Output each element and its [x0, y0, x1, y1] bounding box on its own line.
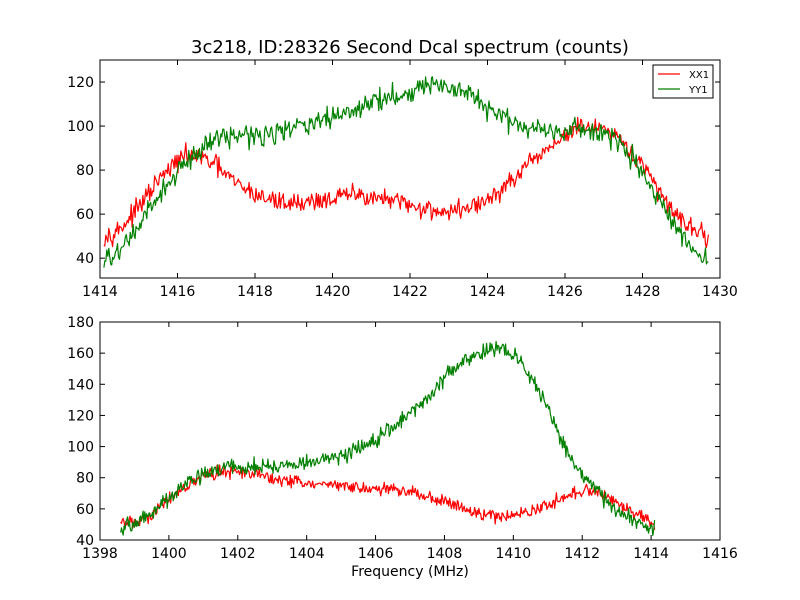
chart-title: 3c218, ID:28326 Second Dcal spectrum (co… [191, 37, 629, 58]
top-series-yy1 [103, 76, 709, 268]
bottom-chart-ticks: 1398 1400 1402 1404 1406 1408 1410 1412 1414 1416… [67, 315, 738, 562]
bottom-chart-series [120, 340, 656, 536]
bottom-x-tick-label: 1408 [427, 546, 463, 562]
bottom-x-tick-label: 1406 [358, 546, 394, 562]
bottom-x-tick-label: 1414 [633, 546, 669, 562]
bottom-series-xx1 [120, 464, 656, 530]
top-x-tick-label: 1418 [237, 284, 273, 300]
top-x-tick-label: 1424 [470, 284, 506, 300]
bottom-y-tick-label: 60 [76, 502, 94, 518]
top-chart-series [103, 76, 709, 268]
bottom-x-tick-label: 1410 [496, 546, 532, 562]
bottom-y-tick-label: 120 [67, 408, 94, 424]
bottom-x-tick-label: 1416 [702, 546, 738, 562]
bottom-x-tick-label: 1398 [82, 546, 118, 562]
bottom-y-tick-label: 80 [76, 471, 94, 487]
bottom-x-tick-label: 1412 [564, 546, 600, 562]
top-y-tick-label: 60 [76, 207, 94, 223]
top-x-tick-label: 1422 [392, 284, 428, 300]
top-x-tick-label: 1430 [702, 284, 738, 300]
top-y-tick-label: 100 [67, 119, 94, 135]
bottom-y-tick-label: 140 [67, 377, 94, 393]
bottom-y-tick-label: 180 [67, 315, 94, 331]
top-y-tick-label: 40 [76, 251, 94, 267]
bottom-y-tick-label: 160 [67, 346, 94, 362]
top-x-tick-label: 1428 [625, 284, 661, 300]
bottom-chart-frame [99, 321, 721, 541]
top-x-tick-label: 1426 [547, 284, 583, 300]
top-chart-frame [99, 59, 721, 279]
top-x-tick-label: 1420 [315, 284, 351, 300]
legend-label-xx1: XX1 [689, 70, 709, 81]
top-x-tick-label: 1414 [82, 284, 118, 300]
bottom-chart: 1398 1400 1402 1404 1406 1408 1410 1412 1414 1416… [67, 315, 738, 580]
top-chart-ticks: 1414 1416 1418 1420 1422 1424 1426 1428 1430 40 60… [67, 60, 738, 300]
legend-box [652, 64, 714, 99]
bottom-x-tick-label: 1402 [220, 546, 256, 562]
legend-label-yy1: YY1 [688, 85, 708, 96]
bottom-y-tick-label: 40 [76, 533, 94, 549]
bottom-x-tick-label: 1400 [151, 546, 187, 562]
x-axis-label: Frequency (MHz) [351, 564, 469, 580]
bottom-x-tick-label: 1404 [289, 546, 325, 562]
bottom-y-tick-label: 100 [67, 440, 94, 456]
top-chart: 3c218, ID:28326 Second Dcal spectrum (co… [67, 37, 738, 300]
top-y-tick-label: 80 [76, 163, 94, 179]
legend: XX1 YY1 [652, 64, 714, 99]
top-y-tick-label: 120 [67, 75, 94, 91]
bottom-series-yy1 [120, 340, 656, 536]
top-series-xx1 [103, 116, 709, 249]
top-x-tick-label: 1416 [160, 284, 196, 300]
